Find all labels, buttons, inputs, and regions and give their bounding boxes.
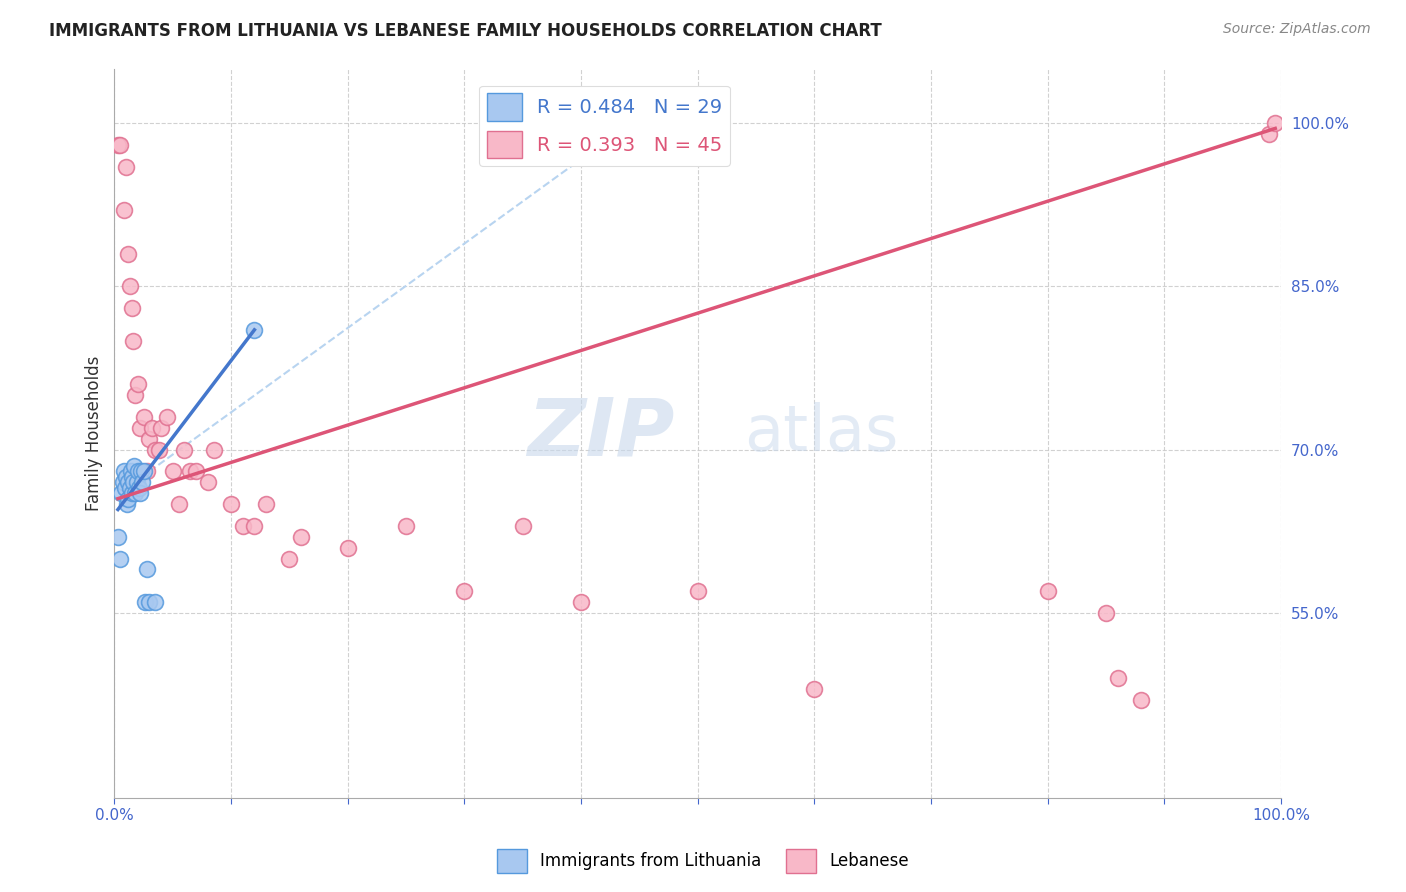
Point	[336, 541, 359, 555]
Point	[110, 551, 132, 566]
Point	[453, 584, 475, 599]
Point	[120, 464, 142, 478]
Point	[132, 409, 155, 424]
Point	[202, 442, 225, 457]
Point	[117, 246, 139, 260]
Point	[115, 470, 138, 484]
Point	[1264, 116, 1286, 130]
Point	[1036, 584, 1059, 599]
Point	[125, 475, 148, 490]
Point	[129, 464, 152, 478]
Point	[117, 497, 139, 511]
Point	[173, 442, 195, 457]
Point	[150, 421, 173, 435]
Text: Source: ZipAtlas.com: Source: ZipAtlas.com	[1223, 22, 1371, 37]
Point	[278, 551, 301, 566]
Point	[1095, 606, 1118, 620]
Point	[118, 279, 141, 293]
Point	[143, 442, 166, 457]
Point	[112, 464, 135, 478]
Point	[803, 682, 825, 697]
Point	[107, 137, 129, 152]
Point	[1130, 693, 1153, 707]
Point	[122, 334, 145, 348]
Point	[197, 475, 219, 490]
Point	[131, 475, 153, 490]
Point	[138, 595, 160, 609]
Point	[110, 486, 132, 500]
Point	[127, 464, 149, 478]
Text: ZIP: ZIP	[527, 394, 675, 472]
Point	[148, 442, 170, 457]
Point	[136, 464, 159, 478]
Point	[686, 584, 709, 599]
Point	[115, 160, 138, 174]
Point	[143, 595, 166, 609]
Point	[141, 421, 163, 435]
Y-axis label: Family Households: Family Households	[86, 356, 103, 511]
Point	[132, 464, 155, 478]
Point	[129, 421, 152, 435]
Point	[124, 388, 146, 402]
Point	[118, 481, 141, 495]
Point	[112, 203, 135, 218]
Point	[117, 475, 139, 490]
Point	[128, 481, 150, 495]
Point	[395, 519, 418, 533]
Point	[512, 519, 534, 533]
Point	[129, 486, 152, 500]
Point	[254, 497, 277, 511]
Point	[121, 486, 143, 500]
Point	[107, 530, 129, 544]
Point	[127, 377, 149, 392]
Point	[243, 323, 266, 337]
Point	[121, 301, 143, 315]
Point	[110, 137, 132, 152]
Point	[117, 491, 139, 506]
Point	[156, 409, 179, 424]
Point	[232, 519, 254, 533]
Point	[179, 464, 201, 478]
Point	[569, 595, 592, 609]
Point	[184, 464, 207, 478]
Point	[124, 486, 146, 500]
Point	[290, 530, 312, 544]
Legend: Immigrants from Lithuania, Lebanese: Immigrants from Lithuania, Lebanese	[491, 842, 915, 880]
Point	[111, 475, 134, 490]
Point	[122, 475, 145, 490]
Point	[122, 458, 145, 473]
Point	[167, 497, 190, 511]
Point	[162, 464, 184, 478]
Legend: R = 0.484   N = 29, R = 0.393   N = 45: R = 0.484 N = 29, R = 0.393 N = 45	[478, 86, 730, 166]
Point	[243, 519, 266, 533]
Point	[136, 562, 159, 576]
Point	[114, 481, 136, 495]
Text: IMMIGRANTS FROM LITHUANIA VS LEBANESE FAMILY HOUSEHOLDS CORRELATION CHART: IMMIGRANTS FROM LITHUANIA VS LEBANESE FA…	[49, 22, 882, 40]
Point	[1258, 127, 1281, 141]
Point	[1107, 671, 1129, 685]
Point	[134, 595, 156, 609]
Point	[121, 470, 143, 484]
Point	[138, 432, 160, 446]
Point	[219, 497, 242, 511]
Text: atlas: atlas	[744, 402, 898, 465]
